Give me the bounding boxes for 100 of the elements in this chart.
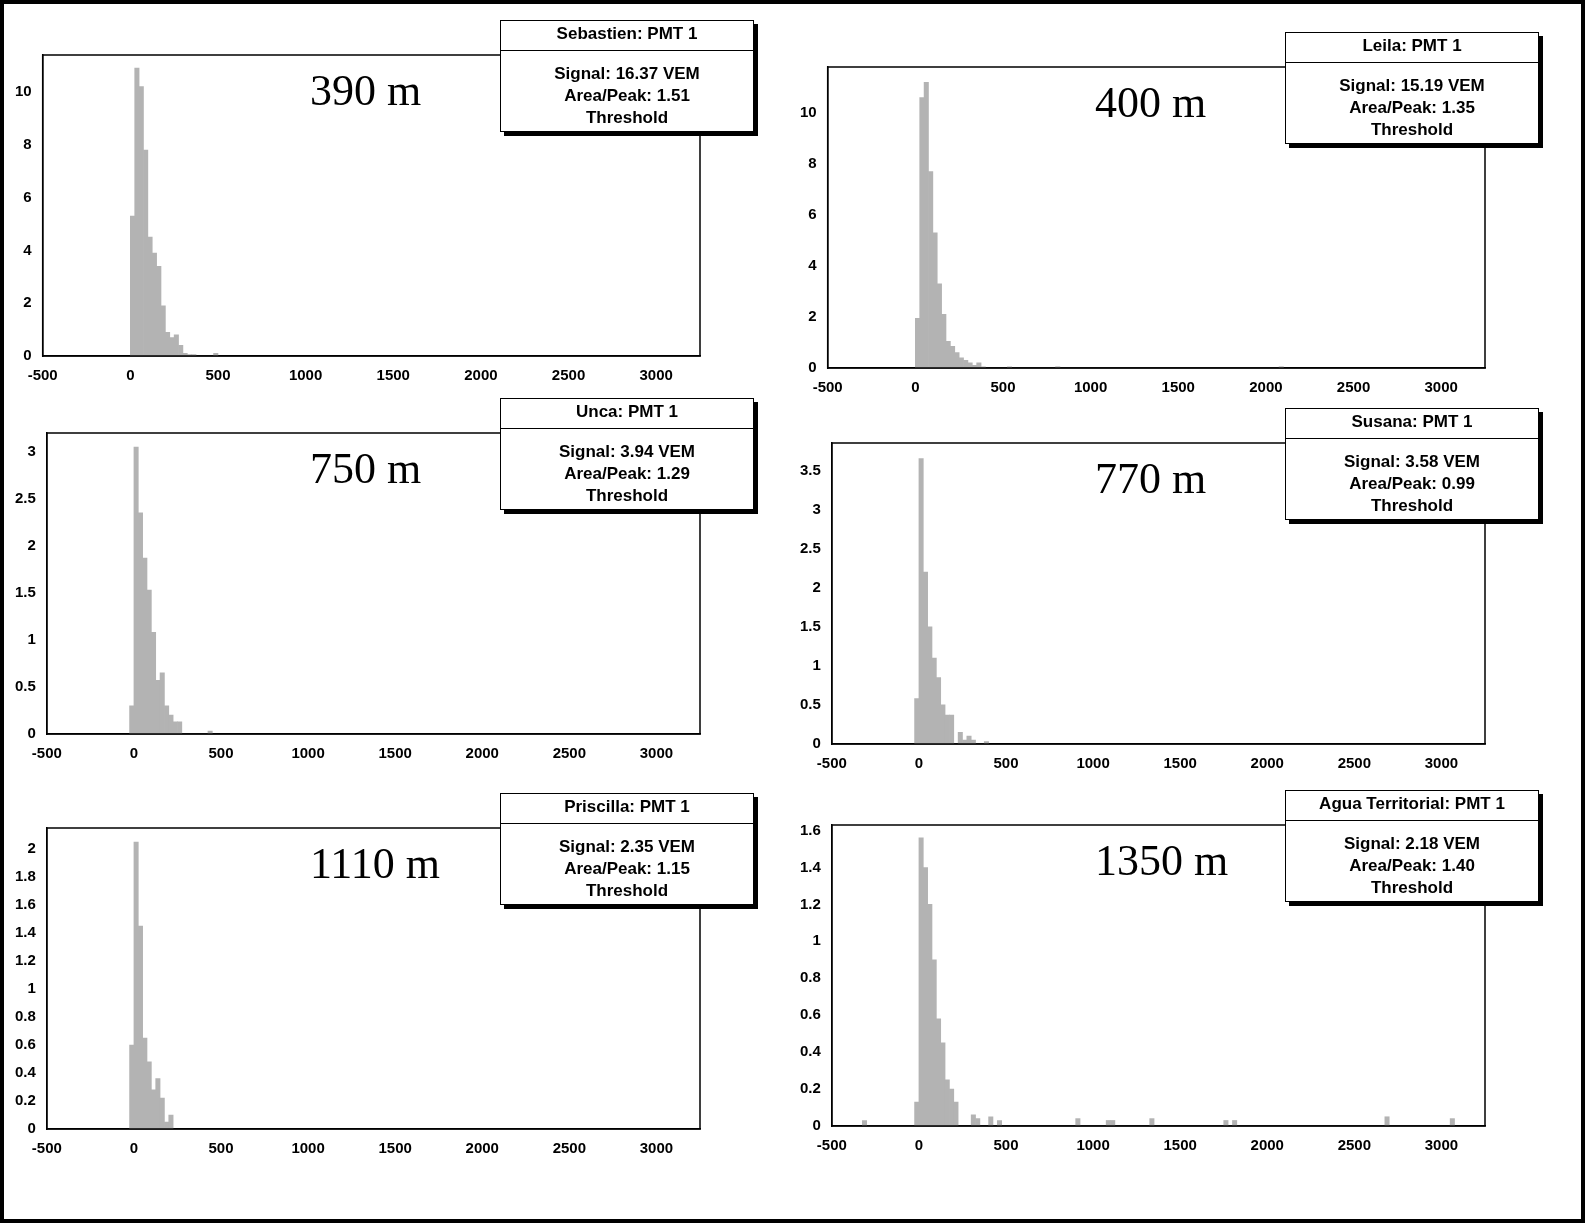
annotation: 390 m (310, 65, 422, 116)
x-tick-label: -500 (27, 366, 58, 384)
x-tick-label: 1500 (378, 1139, 412, 1157)
x-tick-label: 3000 (1424, 1136, 1459, 1154)
x-tick-label: 1000 (1073, 378, 1108, 396)
annotation: Signal: 3.94 VEM (557, 441, 696, 463)
y-tick-label: 3 (812, 499, 821, 517)
x-tick-label: 1500 (376, 366, 410, 384)
y-tick-label: 4 (23, 240, 33, 258)
y-tick-label: 1 (27, 630, 36, 648)
x-tick-label: 500 (990, 378, 1016, 396)
x-tick-label: 1500 (1163, 754, 1197, 772)
y-tick-label: 1.5 (799, 616, 821, 634)
chart-title: Priscilla: PMT 1 (501, 794, 753, 824)
y-tick-label: 0.5 (799, 695, 821, 713)
y-tick-label: 0.5 (14, 677, 36, 695)
x-tick-label: 2000 (1249, 378, 1283, 396)
y-tick-label: 1 (812, 931, 821, 949)
chart-title: Agua Territorial: PMT 1 (1286, 791, 1538, 821)
y-tick-label: 1 (812, 655, 821, 673)
annotation: Signal: 3.58 VEM (1342, 451, 1481, 473)
x-tick-label: 1000 (1076, 1136, 1110, 1154)
annotation: Area/Peak: 1.29 (563, 463, 691, 485)
x-tick-label: 2000 (464, 366, 498, 384)
x-tick-label: 1000 (1076, 754, 1110, 772)
x-tick-label: -500 (31, 744, 62, 762)
y-tick-label: 1.5 (14, 583, 36, 601)
annotation: 1350 m (1095, 835, 1229, 886)
x-tick-label: 3000 (1424, 378, 1458, 396)
y-tick-label: 0.6 (799, 1005, 821, 1023)
x-tick-label: 2500 (551, 366, 586, 384)
y-tick-label: 1.8 (14, 867, 36, 885)
x-tick-label: 500 (993, 754, 1019, 772)
annotation: Signal: 2.35 VEM (557, 836, 696, 858)
y-tick-label: 2 (23, 293, 32, 311)
annotation: Area/Peak: 1.15 (563, 858, 691, 880)
y-tick-label: 6 (808, 205, 817, 223)
y-tick-label: 0 (812, 1116, 821, 1134)
y-tick-label: 1.6 (14, 895, 36, 913)
y-tick-label: 1.4 (799, 857, 822, 875)
x-tick-label: 1500 (378, 744, 412, 762)
y-tick-label: 2.5 (14, 488, 36, 506)
y-tick-label: 10 (15, 82, 32, 100)
annotation: 400 m (1095, 77, 1207, 128)
x-tick-label: -500 (812, 378, 843, 396)
x-tick-label: 2000 (465, 744, 499, 762)
x-tick-label: 0 (129, 744, 139, 762)
y-tick-label: 2.5 (799, 538, 821, 556)
y-tick-label: 2 (27, 839, 36, 857)
chart-title: Susana: PMT 1 (1286, 409, 1538, 439)
chart-title: Leila: PMT 1 (1286, 33, 1538, 63)
annotation: Threshold (1369, 877, 1455, 899)
x-tick-label: 1000 (288, 366, 323, 384)
y-tick-label: 0.6 (14, 1035, 36, 1053)
annotation: Area/Peak: 1.40 (1348, 855, 1476, 877)
annotation: 750 m (310, 443, 422, 494)
annotation: Threshold (584, 107, 670, 129)
y-tick-label: 8 (808, 154, 817, 172)
x-tick-label: 500 (993, 1136, 1019, 1154)
y-tick-label: 4 (808, 256, 818, 274)
x-tick-label: -500 (31, 1139, 62, 1157)
y-tick-label: 2 (812, 577, 821, 595)
y-tick-label: 1.6 (799, 820, 821, 838)
chart-title: Sebastien: PMT 1 (501, 21, 753, 51)
x-tick-label: 0 (129, 1139, 139, 1157)
x-tick-label: 1500 (1161, 378, 1195, 396)
y-tick-label: 0 (27, 1119, 36, 1137)
y-tick-label: 0.8 (799, 968, 821, 986)
y-tick-label: 6 (23, 187, 32, 205)
annotation: Signal: 2.18 VEM (1342, 833, 1481, 855)
y-tick-label: 0.2 (799, 1079, 821, 1097)
x-tick-label: 500 (205, 366, 231, 384)
y-tick-label: 0.4 (799, 1042, 822, 1060)
y-tick-label: 0.8 (14, 1007, 36, 1025)
y-tick-label: 3.5 (799, 460, 821, 478)
annotation: Signal: 15.19 VEM (1338, 75, 1486, 97)
x-tick-label: 1000 (291, 1139, 325, 1157)
x-tick-label: 2000 (1250, 1136, 1284, 1154)
x-tick-label: 1000 (291, 744, 325, 762)
y-tick-label: 8 (23, 134, 32, 152)
x-tick-label: 2500 (552, 1139, 587, 1157)
x-tick-label: 0 (911, 378, 920, 396)
annotation: 770 m (1095, 453, 1207, 504)
chart-title: Unca: PMT 1 (501, 399, 753, 429)
x-tick-label: 500 (208, 1139, 234, 1157)
x-tick-label: -500 (816, 1136, 847, 1154)
x-tick-label: 2000 (1250, 754, 1284, 772)
annotation: Threshold (1369, 495, 1455, 517)
x-tick-label: 500 (208, 744, 234, 762)
x-tick-label: 0 (126, 366, 135, 384)
y-tick-label: 2 (27, 536, 36, 554)
x-tick-label: 3000 (1424, 754, 1459, 772)
x-tick-label: 0 (914, 754, 924, 772)
annotation: Area/Peak: 1.51 (563, 85, 691, 107)
x-tick-label: 3000 (639, 744, 674, 762)
annotation: Threshold (584, 485, 670, 507)
x-tick-label: 3000 (639, 1139, 674, 1157)
y-tick-label: 10 (800, 103, 817, 121)
x-tick-label: 2500 (1336, 378, 1371, 396)
x-tick-label: 0 (914, 1136, 924, 1154)
